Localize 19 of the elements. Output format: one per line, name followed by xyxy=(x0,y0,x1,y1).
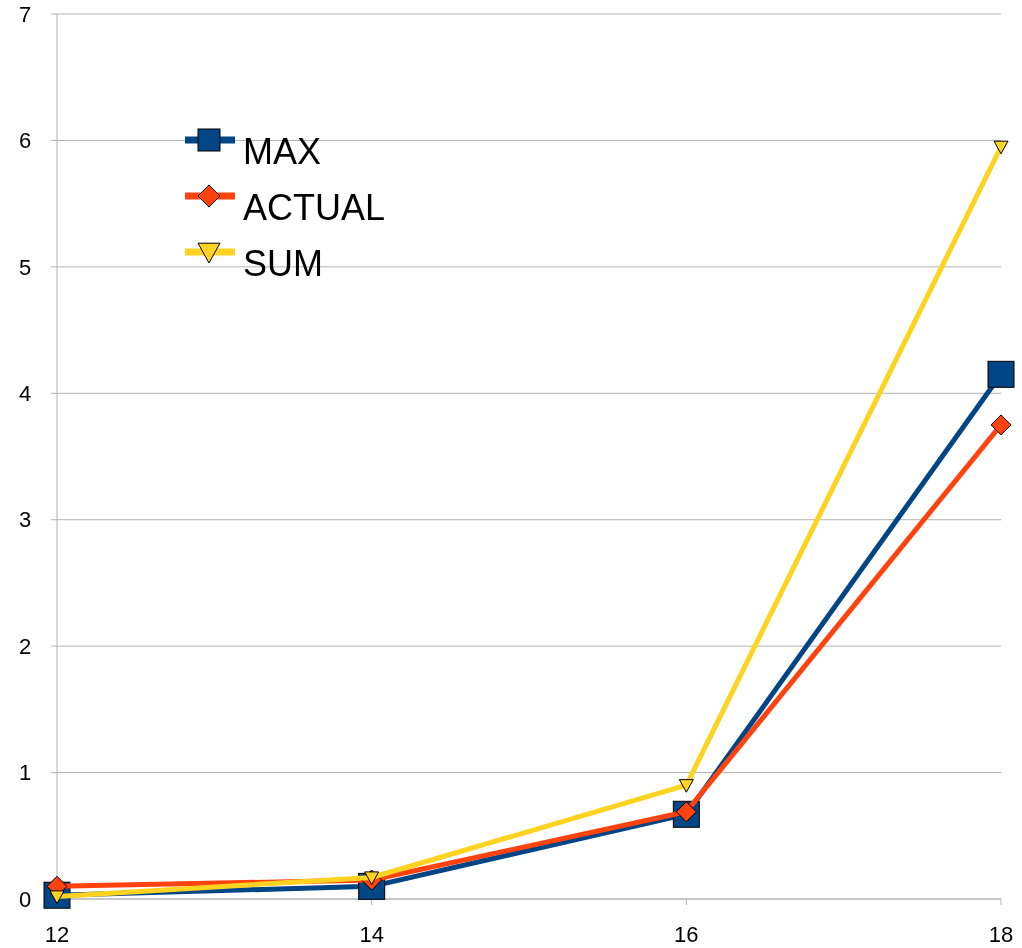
legend-label: MAX xyxy=(243,131,322,172)
y-tick-label: 0 xyxy=(18,886,32,912)
x-tick-label: 12 xyxy=(44,922,70,947)
y-tick-label: 3 xyxy=(18,507,32,533)
y-tick-label: 6 xyxy=(18,128,32,154)
y-tick-label: 5 xyxy=(18,254,32,280)
point xyxy=(678,779,694,793)
y-tick-label: 1 xyxy=(18,760,32,786)
y-tick-label: 7 xyxy=(18,1,32,27)
y-tick-label: 2 xyxy=(18,633,32,659)
point xyxy=(993,140,1009,155)
x-tick-label: 18 xyxy=(988,922,1014,947)
x-tick-label: 16 xyxy=(674,922,699,947)
point xyxy=(990,414,1012,436)
y-tick-label: 4 xyxy=(18,380,32,406)
legend-label: SUM xyxy=(243,243,323,284)
legend-label: ACTUAL xyxy=(243,187,386,228)
point xyxy=(987,360,1015,388)
x-tick-label: 14 xyxy=(359,922,384,947)
